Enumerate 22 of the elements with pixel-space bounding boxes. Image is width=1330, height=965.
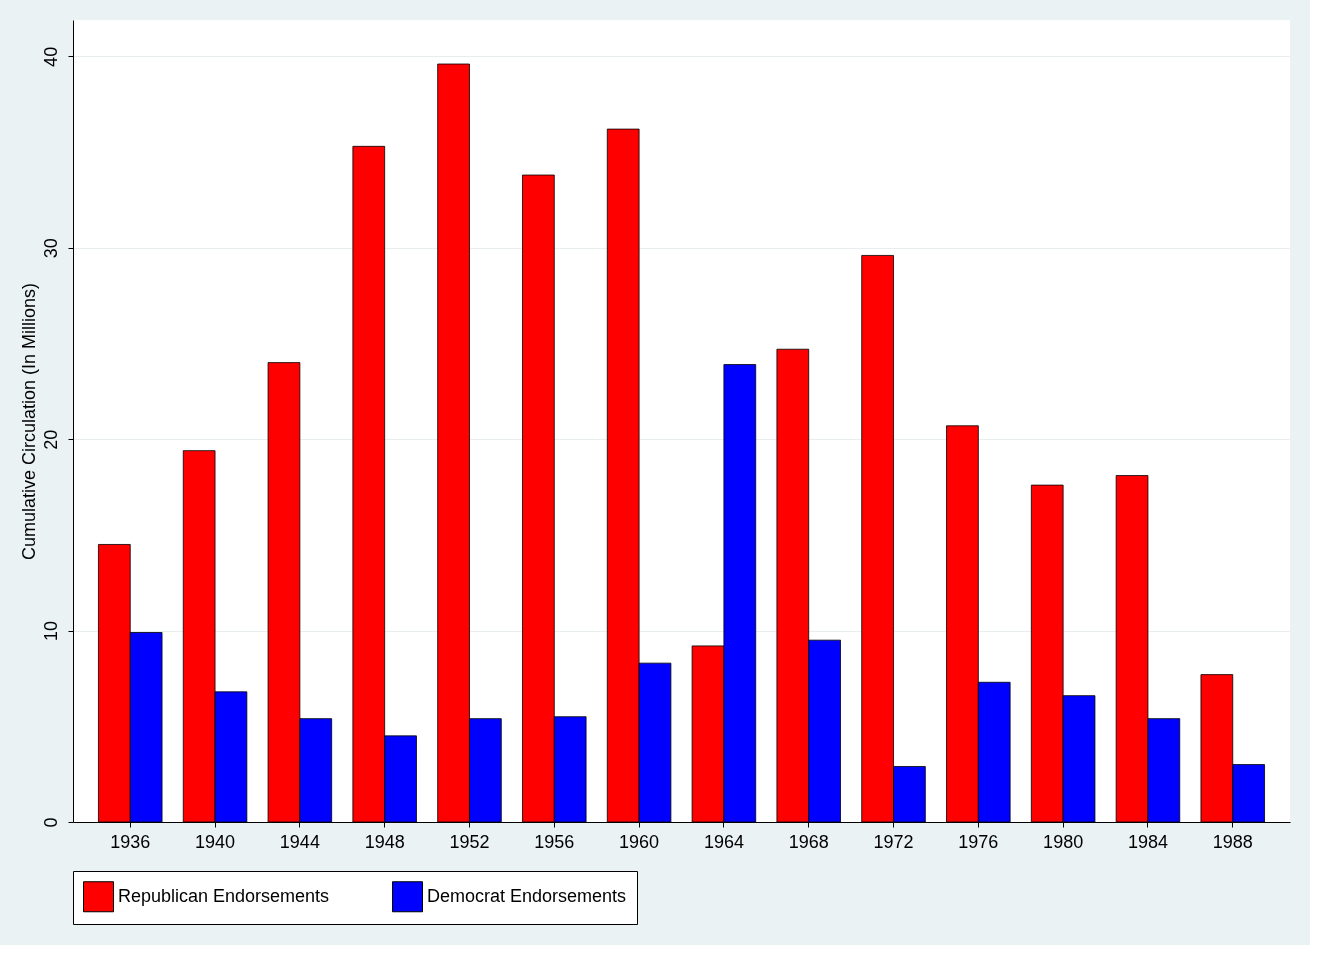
x-tick-label: 1988 bbox=[1212, 831, 1253, 852]
x-tick-label: 1976 bbox=[958, 831, 999, 852]
x-tick-label: 1936 bbox=[110, 831, 151, 852]
x-tick-label: 1972 bbox=[873, 831, 914, 852]
y-tick-label: 30 bbox=[40, 238, 61, 259]
y-tick-label: 10 bbox=[40, 621, 61, 642]
x-tick-label: 1948 bbox=[364, 831, 405, 852]
x-tick-label: 1984 bbox=[1127, 831, 1168, 852]
x-tick-label: 1968 bbox=[788, 831, 829, 852]
x-tick-label: 1956 bbox=[534, 831, 575, 852]
x-tick-label: 1960 bbox=[619, 831, 660, 852]
x-tick-label: 1952 bbox=[449, 831, 490, 852]
y-tick-label: 0 bbox=[40, 817, 61, 828]
legend-label: Republican Endorsements bbox=[118, 885, 330, 906]
x-tick-label: 1980 bbox=[1043, 831, 1084, 852]
legend-label: Democrat Endorsements bbox=[427, 885, 627, 906]
x-tick-label: 1940 bbox=[195, 831, 236, 852]
x-tick-label: 1964 bbox=[703, 831, 744, 852]
y-tick-label: 40 bbox=[40, 46, 61, 67]
x-tick-label: 1944 bbox=[279, 831, 320, 852]
y-tick-label: 20 bbox=[40, 429, 61, 450]
y-axis-title: Cumulative Circulation (In Millions) bbox=[18, 282, 39, 561]
